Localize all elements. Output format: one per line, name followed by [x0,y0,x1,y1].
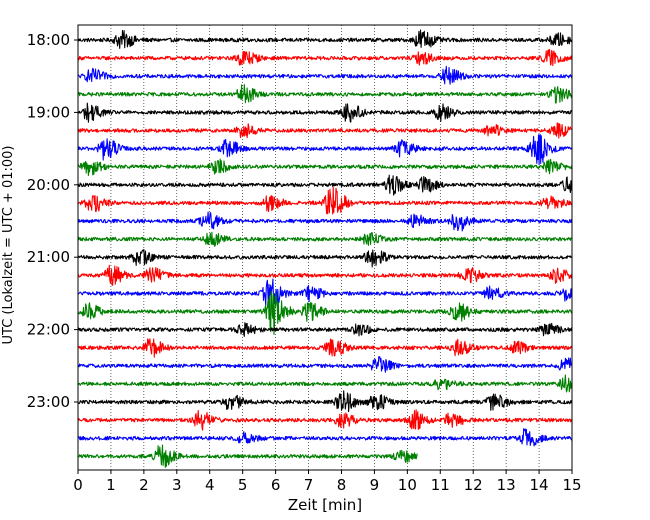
x-tick-label: 6 [271,476,281,494]
x-tick-label: 4 [205,476,215,494]
x-tick-label: 10 [398,476,417,494]
x-tick-label: 7 [304,476,314,494]
x-axis-label: Zeit [min] [288,496,362,514]
x-tick-label: 1 [106,476,116,494]
x-tick-label: 2 [139,476,149,494]
trace-1915 [77,122,573,139]
x-tick-label: 13 [497,476,516,494]
trace-2015 [77,186,573,215]
x-tick-label: 12 [464,476,483,494]
plot-frame [77,24,573,471]
trace-2045 [77,231,573,247]
trace-2215 [77,338,573,358]
x-tick-label: 14 [530,476,549,494]
y-tick-label: 20:00 [27,176,70,194]
y-tick-label: 22:00 [27,321,70,339]
seismogram-traces [77,29,573,468]
trace-1900 [77,102,573,123]
x-tick-label: 15 [562,476,581,494]
x-tick-label: 3 [172,476,182,494]
y-axis-label: UTC (Lokalzeit = UTC + 01:00) [1,146,16,345]
trace-2345 [77,444,418,468]
y-tick-label: 19:00 [27,103,70,121]
trace-2245 [77,374,573,393]
trace-2115 [77,264,573,286]
trace-2130 [77,278,573,308]
y-axis: 18:00 19:00 20:00 21:00 22:00 23:00 [27,31,78,411]
trace-1800 [77,29,573,49]
trace-2200 [77,322,573,337]
trace-2030 [77,211,573,232]
trace-2145 [77,291,573,335]
trace-2330 [77,428,573,447]
trace-2230 [77,355,573,373]
trace-2300 [77,390,573,413]
trace-2100 [77,248,573,268]
y-tick-label: 21:00 [27,248,70,266]
trace-1815 [77,49,573,67]
trace-1830 [77,65,573,85]
trace-1945 [77,158,573,177]
x-axis: 0 1 2 3 4 5 6 7 8 9 10 11 12 13 14 15 [73,470,582,494]
x-tick-label: 5 [238,476,248,494]
x-tick-label: 9 [370,476,380,494]
trace-1845 [77,84,573,104]
x-tick-label: 11 [431,476,450,494]
x-tick-label: 8 [337,476,347,494]
trace-1930 [77,133,573,166]
y-tick-label: 23:00 [27,393,70,411]
x-tick-label: 0 [73,476,83,494]
trace-2315 [77,409,573,431]
trace-2000 [77,174,573,196]
y-tick-label: 18:00 [27,31,70,49]
